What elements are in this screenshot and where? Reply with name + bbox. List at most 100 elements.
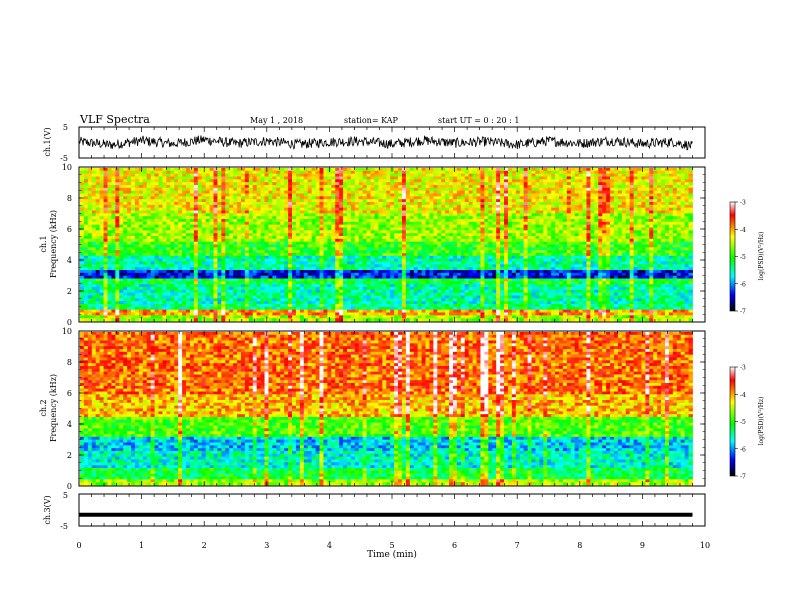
spectrogram-cell [115,204,120,209]
spectrogram-cell [327,173,332,177]
spectrogram-cell [672,204,678,209]
spectrogram-cell [358,190,364,194]
spectrogram-cell [272,221,277,226]
spectrogram-cell [394,204,399,209]
spectrogram-cell [362,173,368,177]
spectrogram-cell [405,210,411,214]
spectrogram-cell [594,233,599,237]
spectrogram-cell [115,236,120,240]
spectrogram-cell [95,176,101,180]
spectrogram-cell [665,238,670,243]
spectrogram-cell [127,253,132,257]
spectrogram-cell [115,199,120,203]
spectrogram-cell [213,190,218,194]
spectrogram-cell [292,221,297,226]
spectrogram-cell [280,255,285,260]
spectrogram-cell [358,227,364,231]
spectrogram-cell [680,168,686,172]
spectrogram-cell [87,199,93,203]
spectrogram-cell [460,253,466,257]
spectrogram-cell [323,241,328,245]
spectrogram-cell [213,210,218,214]
spectrogram-cell [138,204,144,209]
spectrogram-cell [366,168,371,172]
spectrogram-cell [119,221,124,226]
spectrogram-cell [668,196,674,200]
spectrogram-cell [653,241,658,245]
spectrogram-cell [574,187,580,192]
spectrogram-cell [189,253,195,257]
spectrogram-cell [378,213,383,217]
spectrogram-cell [445,244,450,248]
spectrogram-cell [240,182,246,186]
spectrogram-cell [386,190,391,194]
spectrogram-cell [319,187,324,192]
spectrogram-cell [649,244,654,248]
spectrogram-cell [103,173,108,177]
spectrogram-cell [292,210,297,214]
spectrogram-cell [621,230,627,234]
spectrogram-cell [268,190,273,194]
spectrogram-cell [531,213,536,217]
spectrogram-cell [480,224,485,228]
spectrogram-cell [582,216,587,220]
spectrogram-cell [460,182,466,186]
spectrogram-cell [205,173,210,177]
spectrogram-cell [339,168,344,172]
spectrogram-cell [252,250,258,254]
spectrogram-cell [598,216,603,220]
spectrogram-cell [523,250,528,254]
spectrogram-cell [401,216,407,220]
spectrogram-cell [260,204,265,209]
spectrogram-cell [610,224,615,228]
spectrogram-cell [688,210,693,214]
spectrogram-cell [252,202,258,206]
spectrogram-cell [193,207,199,211]
spectrogram-cell [633,193,638,197]
spectrogram-cell [166,255,171,260]
spectrogram-cell [182,244,187,248]
spectrogram-cell [378,236,383,240]
spectrogram-cell [566,233,572,237]
spectrogram-cell [335,176,340,180]
spectrogram-cell [237,227,242,231]
spectrogram-cell [103,179,108,183]
spectrogram-cell [213,170,218,175]
spectrogram-cell [354,241,360,245]
spectrogram-cell [354,182,360,186]
spectrogram-cell [445,182,450,186]
spectrogram-cell [535,244,540,248]
spectrogram-cell [405,168,411,172]
spectrogram-cell [653,238,658,243]
spectrogram-cell [362,224,368,228]
spectrogram-cell [272,255,277,260]
spectrogram-cell [417,185,422,189]
spectrogram-cell [456,241,462,245]
spectrogram-cell [613,179,619,183]
spectrogram-cell [405,238,411,243]
spectrogram-cell [476,202,481,206]
spectrogram-cell [166,253,171,257]
spectrogram-cell [99,224,104,228]
spectrogram-cell [80,230,85,234]
spectrogram-cell [449,202,454,206]
spectrogram-cell [456,219,462,223]
spectrogram-cell [531,236,536,240]
spectrogram-cell [688,193,693,197]
spectrogram-cell [582,207,587,211]
spectrogram-cell [586,250,591,254]
spectrogram-cell [598,221,603,226]
spectrogram-cell [441,236,446,240]
spectrogram-cell [237,224,242,228]
spectrogram-cell [413,193,419,197]
spectrogram-cell [672,187,678,192]
spectrogram-cell [186,185,191,189]
spectrogram-cell [280,182,285,186]
spectrogram-cell [292,219,297,223]
spectrogram-cell [240,253,246,257]
spectrogram-cell [327,221,332,226]
spectrogram-cell [586,199,591,203]
spectrogram-cell [472,210,477,214]
spectrogram-cell [661,216,666,220]
spectrogram-cell [433,230,438,234]
